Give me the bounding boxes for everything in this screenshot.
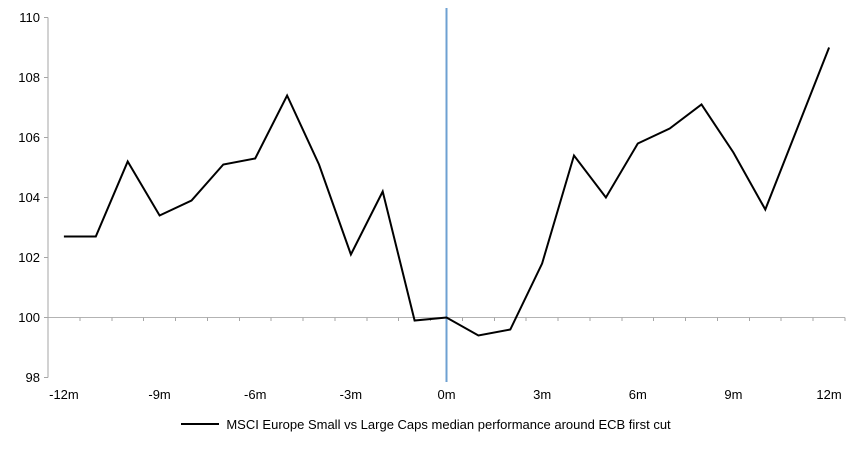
y-axis-tick-label: 98	[26, 370, 40, 385]
x-axis-tick-label: 12m	[816, 387, 841, 402]
x-axis-tick-label: 0m	[437, 387, 455, 402]
x-axis-tick-label: 9m	[724, 387, 742, 402]
y-axis-tick-label: 102	[18, 250, 40, 265]
x-axis-tick-label: 3m	[533, 387, 551, 402]
legend-line-swatch	[181, 423, 220, 425]
x-axis-tick-label: -12m	[49, 387, 79, 402]
x-axis-tick-label: 6m	[629, 387, 647, 402]
legend-label: MSCI Europe Small vs Large Caps median p…	[226, 416, 671, 432]
x-axis-tick-label: -3m	[340, 387, 362, 402]
y-axis-tick-label: 108	[18, 70, 40, 85]
y-axis-tick-label: 100	[18, 310, 40, 325]
series-line-msci	[63, 47, 831, 337]
y-axis-tick-label: 104	[18, 190, 40, 205]
y-axis-tick-label: 106	[18, 130, 40, 145]
x-axis-tick-label: -9m	[148, 387, 170, 402]
legend: MSCI Europe Small vs Large Caps median p…	[0, 415, 852, 433]
x-axis-tick-label: -6m	[244, 387, 266, 402]
y-axis-tick-label: 110	[19, 10, 40, 25]
